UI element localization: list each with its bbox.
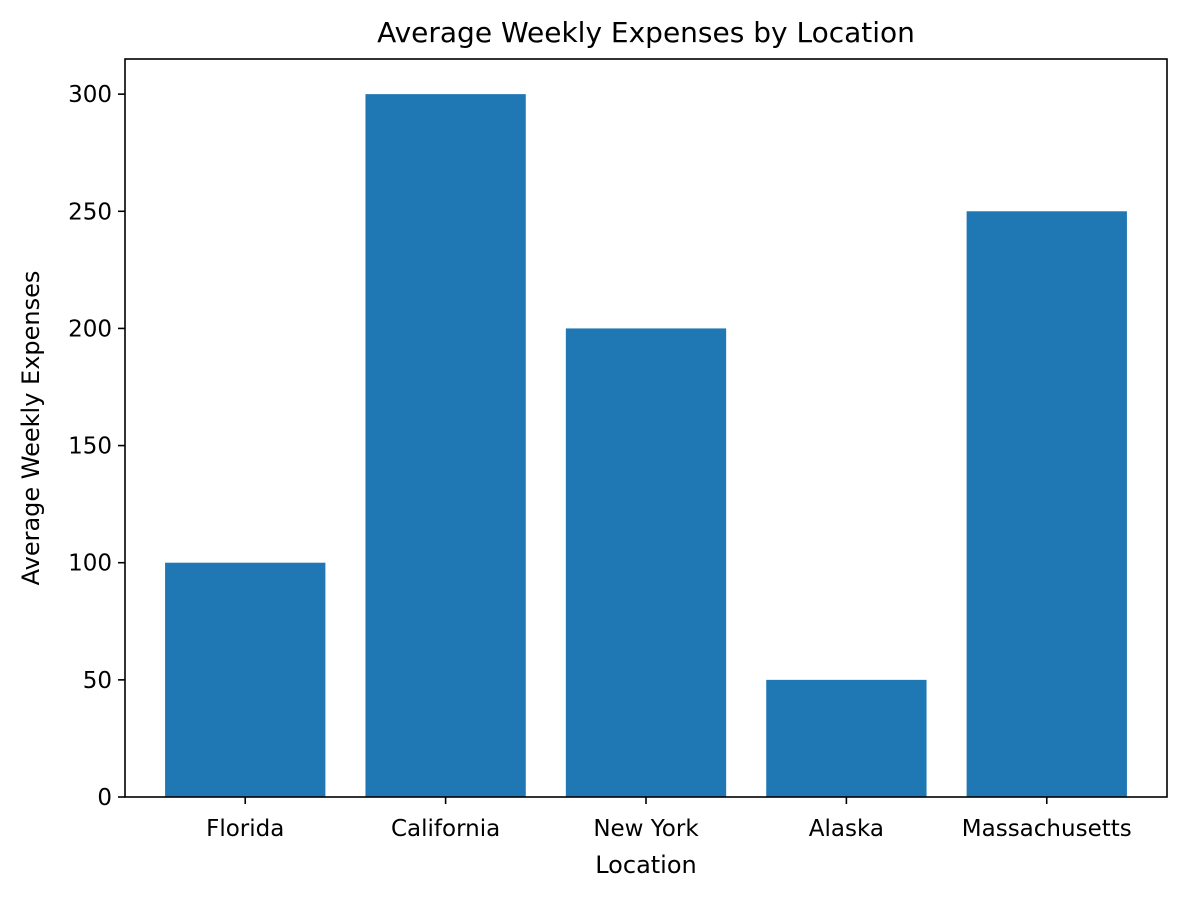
chart-title: Average Weekly Expenses by Location [377, 16, 915, 49]
bar-alaska [766, 679, 927, 797]
y-tick-label: 150 [68, 434, 112, 460]
y-tick-label: 0 [97, 785, 112, 811]
bar-florida [165, 562, 326, 797]
x-tick-label: Florida [206, 816, 284, 842]
y-tick-label: 250 [68, 199, 112, 225]
bars-layer [165, 94, 1127, 798]
y-tick-label: 100 [68, 551, 112, 577]
x-tick-label: California [391, 816, 500, 842]
y-tick-label: 50 [83, 668, 112, 694]
x-tick-label: Massachusetts [962, 816, 1132, 842]
x-axis: Florida California New York Alaska Massachus… [206, 797, 1132, 842]
y-tick-label: 200 [68, 316, 112, 342]
plot-frame [124, 58, 1168, 798]
bar-new-york [565, 328, 727, 797]
y-axis-label: Average Weekly Expenses [17, 271, 45, 586]
y-axis: 0 50 100 150 200 250 300 [68, 82, 125, 811]
bar-california [365, 94, 526, 797]
x-axis-label: Location [595, 851, 697, 879]
x-tick-label: Alaska [809, 816, 884, 842]
bar-massachusetts [966, 211, 1127, 798]
y-tick-label: 300 [68, 82, 112, 108]
x-tick-label: New York [593, 816, 699, 842]
